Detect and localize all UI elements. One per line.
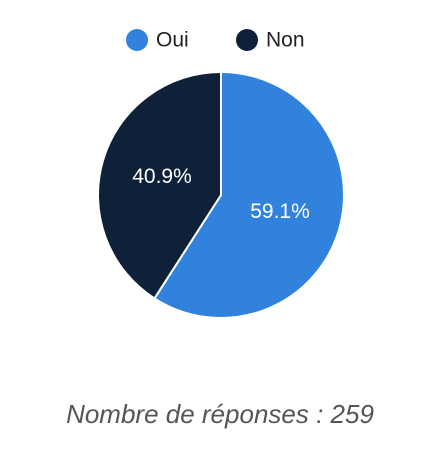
legend-marker	[126, 29, 148, 51]
legend-label: Oui	[156, 29, 189, 52]
data-label: 40.9%	[132, 165, 192, 188]
legend-label: Non	[266, 29, 305, 52]
pie-slice	[97, 70, 222, 300]
data-label: 59.1%	[250, 200, 310, 223]
legend-marker	[236, 29, 258, 51]
pie-slice	[153, 70, 345, 319]
footnote: Nombre de réponses : 259	[66, 399, 374, 429]
